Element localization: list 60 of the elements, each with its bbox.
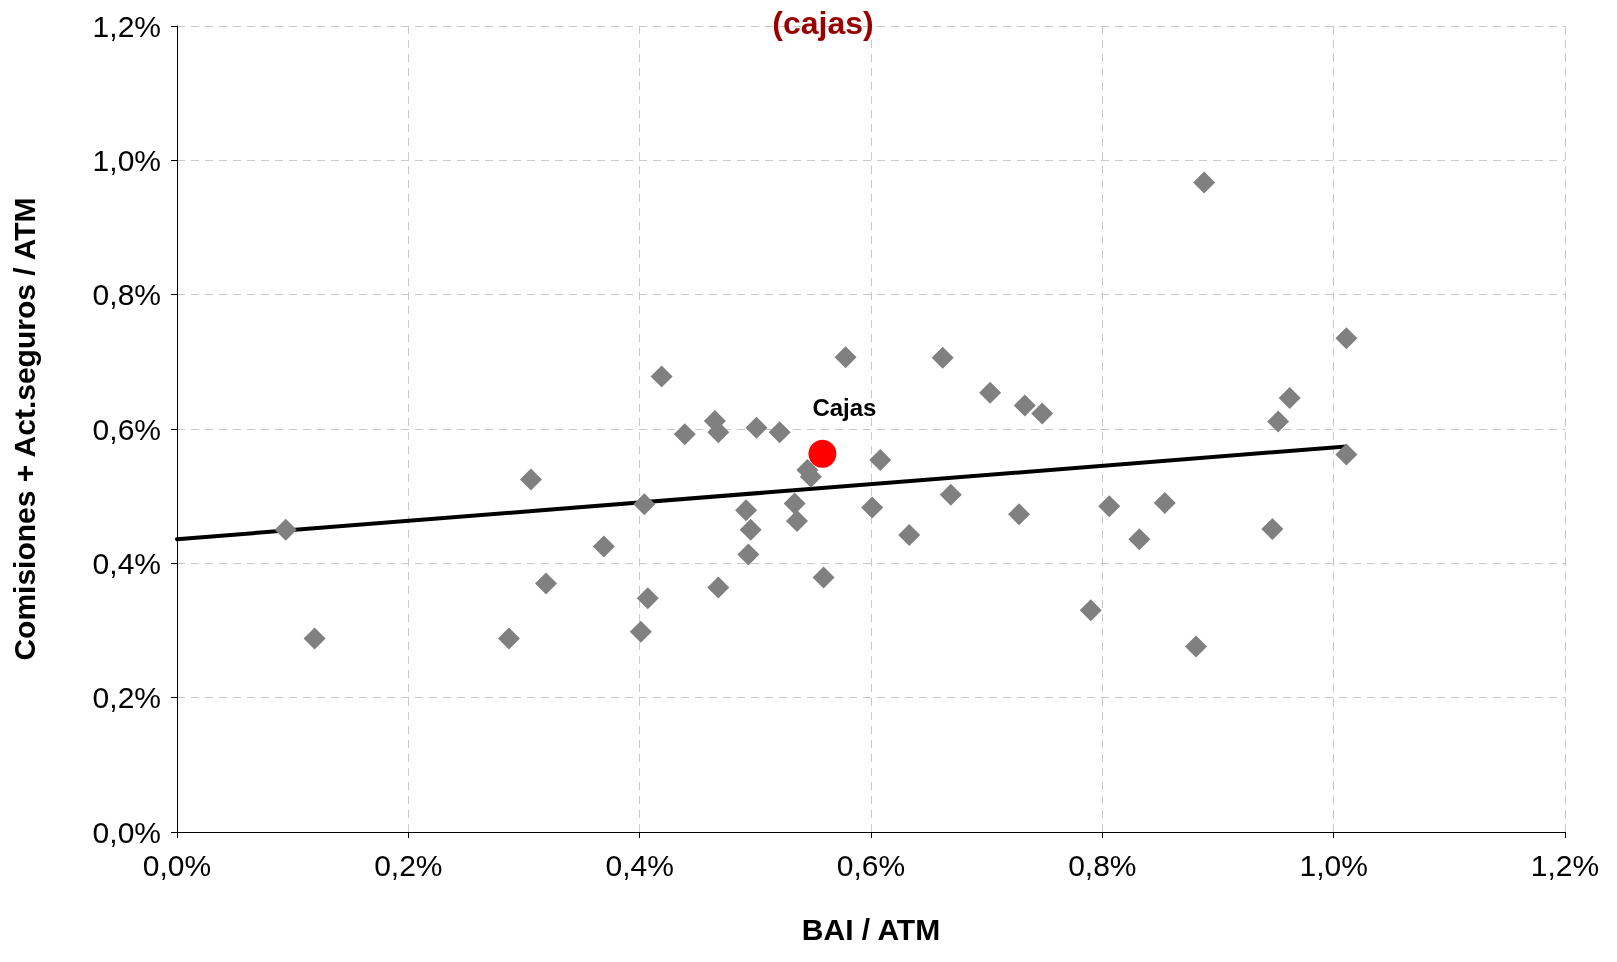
x-tick-label: 0,0%	[142, 848, 212, 882]
point	[1335, 327, 1358, 350]
point	[1335, 443, 1358, 466]
x-tick-label: 0,4%	[605, 848, 674, 882]
point	[519, 468, 542, 491]
point	[737, 543, 760, 566]
point	[808, 439, 837, 468]
point	[979, 381, 1002, 404]
point	[745, 416, 768, 439]
x-tick-label: 0,2%	[374, 848, 443, 882]
point	[592, 535, 615, 558]
point	[735, 499, 758, 522]
y-tick-label: 0,4%	[92, 546, 161, 580]
x-tick-label: 0,8%	[1068, 848, 1137, 882]
point	[1185, 635, 1208, 658]
point	[768, 421, 791, 444]
series-label: Cajas	[812, 394, 877, 422]
point	[1267, 410, 1290, 433]
point	[869, 448, 892, 471]
point	[303, 627, 326, 650]
point	[274, 518, 297, 541]
y-tick-label: 0,6%	[92, 412, 161, 446]
x-axis-title: BAI / ATM	[801, 912, 941, 946]
point	[1128, 528, 1151, 551]
point	[707, 576, 730, 599]
y-tick-label: 1,0%	[92, 143, 161, 177]
point	[1013, 394, 1036, 417]
point	[636, 587, 659, 610]
point	[1193, 171, 1216, 194]
point	[497, 627, 520, 650]
point	[834, 346, 857, 369]
y-axis-title: Comisiones + Act.seguros / ATM	[7, 197, 41, 661]
point	[931, 346, 954, 369]
point	[534, 572, 557, 595]
y-tick-label: 0,8%	[92, 278, 161, 312]
point	[739, 518, 762, 541]
point	[1098, 495, 1121, 518]
x-tick-label: 0,6%	[836, 848, 906, 882]
point	[939, 483, 962, 506]
point	[785, 510, 808, 533]
point	[861, 496, 884, 519]
point	[783, 492, 806, 515]
y-tick-label: 1,2%	[92, 9, 161, 43]
point	[629, 620, 652, 643]
point	[1079, 599, 1102, 622]
point	[650, 365, 673, 388]
y-tick-label: 0,0%	[92, 815, 161, 849]
point	[1278, 387, 1301, 410]
point	[898, 524, 921, 547]
point	[1031, 402, 1054, 425]
y-tick-label: 0,2%	[92, 681, 161, 715]
chart-title: (cajas)	[772, 5, 874, 41]
x-tick-label: 1,0%	[1299, 848, 1368, 882]
point	[633, 493, 656, 516]
point	[1261, 518, 1284, 541]
x-tick-label: 1,2%	[1530, 848, 1600, 882]
point	[812, 566, 835, 589]
point	[1008, 503, 1031, 526]
point	[673, 423, 696, 446]
point	[1153, 491, 1176, 514]
